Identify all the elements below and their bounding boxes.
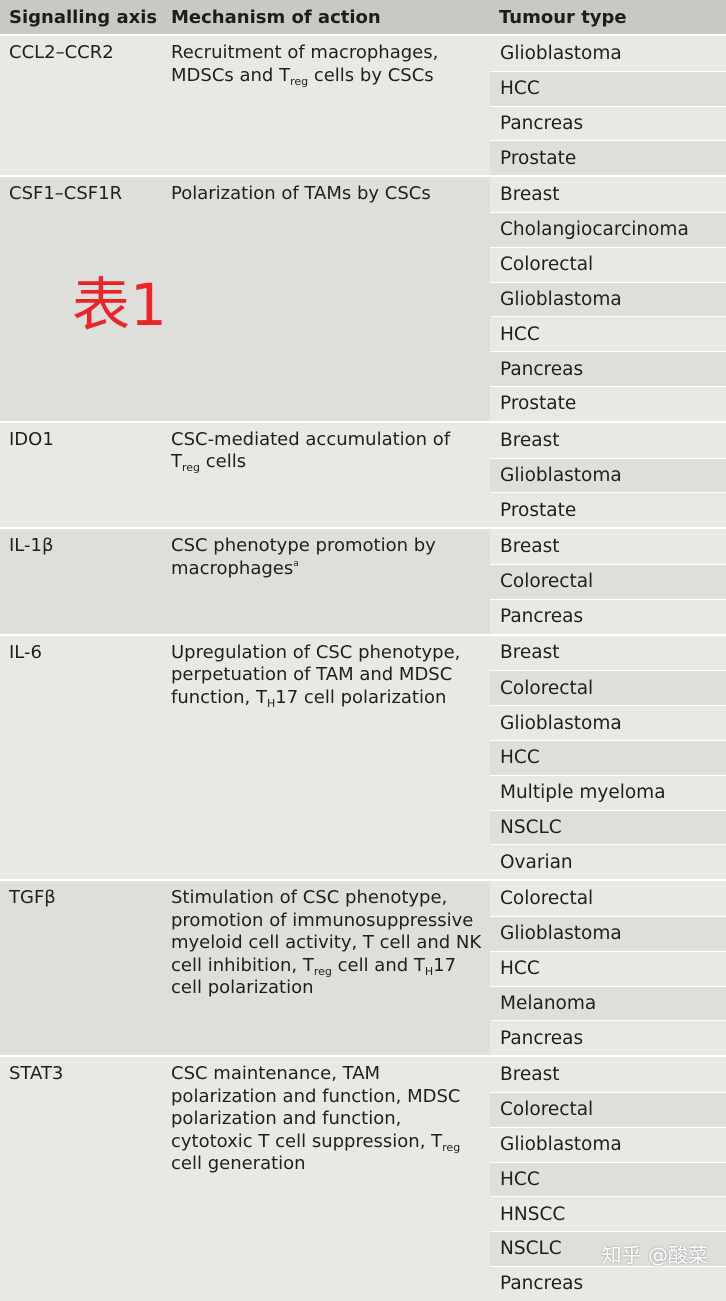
tumour-type: Glioblastoma (490, 915, 726, 951)
table-row-group: CSF1–CSF1R Polarization of TAMs by CSCs … (0, 175, 726, 421)
tumour-type: Ovarian (490, 844, 726, 880)
mechanism-of-action: Polarization of TAMs by CSCs (171, 183, 431, 205)
tumour-type: Melanoma (490, 985, 726, 1021)
tumour-type: HNSCC (490, 1196, 726, 1232)
tumour-type: Glioblastoma (490, 281, 726, 317)
signalling-axis: STAT3 (9, 1063, 64, 1085)
mechanism-of-action: CSC phenotype promotion by macrophagesa (171, 535, 436, 579)
mechanism-of-action: Stimulation of CSC phenotype, promotion … (171, 887, 482, 999)
signalling-axis: IDO1 (9, 428, 54, 450)
table-row-group: IL-6 Upregulation of CSC phenotype, perp… (0, 633, 726, 880)
tumour-list: Colorectal Glioblastoma HCC Melanoma Pan… (490, 881, 726, 1056)
tumour-type: HCC (490, 739, 726, 775)
table-header: Signalling axis Mechanism of action Tumo… (0, 0, 726, 34)
tumour-type: Cholangiocarcinoma (490, 211, 726, 247)
tumour-type: Prostate (490, 140, 726, 176)
tumour-type: Prostate (490, 492, 726, 528)
signalling-axis: IL-1β (9, 535, 54, 557)
mechanism-of-action: Recruitment of macrophages, MDSCs and Tr… (171, 42, 439, 88)
tumour-type: Pancreas (490, 1020, 726, 1056)
tumour-type: Colorectal (490, 563, 726, 599)
signalling-axis: CSF1–CSF1R (9, 183, 123, 205)
header-mechanism: Mechanism of action (171, 6, 381, 28)
tumour-type: Glioblastoma (490, 457, 726, 493)
mechanism-of-action: CSC maintenance, TAM polarization and fu… (171, 1063, 461, 1175)
tumour-type: Multiple myeloma (490, 774, 726, 810)
tumour-type: Breast (490, 1057, 726, 1092)
tumour-list: Breast Glioblastoma Prostate (490, 422, 726, 528)
tumour-type: Pancreas (490, 1265, 726, 1301)
tumour-list: Breast Colorectal Pancreas (490, 529, 726, 634)
watermark: 知乎 @酸菜 (601, 1243, 708, 1267)
tumour-type: Colorectal (490, 1091, 726, 1127)
tumour-type: Prostate (490, 385, 726, 421)
table-number-label: 表1 (72, 271, 167, 339)
tumour-type: Colorectal (490, 246, 726, 282)
tumour-type: HCC (490, 1161, 726, 1197)
tumour-type: NSCLC (490, 1231, 726, 1266)
tumour-type: Pancreas (490, 598, 726, 634)
table-row-group: STAT3 CSC maintenance, TAM polarization … (0, 1055, 726, 1301)
tumour-type: Breast (490, 635, 726, 671)
tumour-list: Breast Cholangiocarcinoma Colorectal Gli… (490, 177, 726, 421)
tumour-type: Glioblastoma (490, 1126, 726, 1162)
tumour-type: Pancreas (490, 105, 726, 141)
tumour-type: Colorectal (490, 881, 726, 916)
signalling-axis: CCL2–CCR2 (9, 42, 114, 63)
table-row-group: IL-1β CSC phenotype promotion by macropha… (0, 527, 726, 634)
table-row-group: CCL2–CCR2 Recruitment of macrophages, MD… (0, 34, 726, 176)
tumour-type: NSCLC (490, 809, 726, 845)
tumour-type: HCC (490, 950, 726, 986)
tumour-list: Breast Colorectal Glioblastoma HCC Multi… (490, 635, 726, 880)
header-signalling-axis: Signalling axis (9, 6, 158, 28)
tumour-type: HCC (490, 316, 726, 352)
tumour-type: Glioblastoma (490, 705, 726, 740)
tumour-type: Pancreas (490, 351, 726, 386)
signalling-axis: TGFβ (9, 887, 56, 909)
tumour-type: Colorectal (490, 670, 726, 706)
mechanism-of-action: Upregulation of CSC phenotype, perpetuat… (171, 641, 461, 710)
tumour-type: Breast (490, 529, 726, 564)
tumour-list: Glioblastoma HCC Pancreas Prostate (490, 36, 726, 176)
tumour-type: HCC (490, 70, 726, 106)
tumour-type: Glioblastoma (490, 36, 726, 71)
tumour-type: Breast (490, 177, 726, 212)
table-row-group: IDO1 CSC-mediated accumulation of Treg ce… (0, 420, 726, 528)
header-tumour-type: Tumour type (499, 6, 627, 28)
mechanism-of-action: CSC-mediated accumulation of Treg cells (171, 428, 451, 475)
table-row-group: TGFβ Stimulation of CSC phenotype, promo… (0, 879, 726, 1056)
tumour-type: Breast (490, 422, 726, 458)
signalling-axis: IL-6 (9, 641, 42, 663)
